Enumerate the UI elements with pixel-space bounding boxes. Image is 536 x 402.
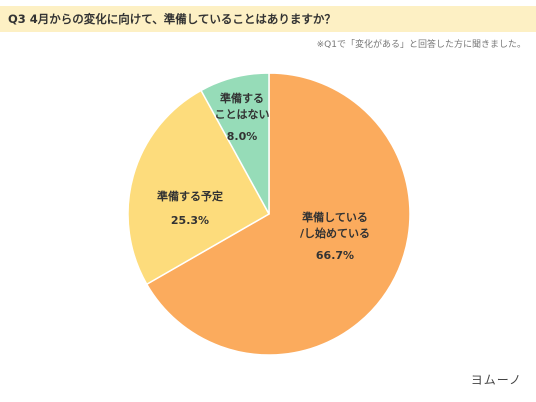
pie-slice-1 [127, 89, 271, 286]
pie-slice-2 [200, 72, 270, 215]
slice-label-1-0: 準備する予定 [157, 189, 223, 203]
brand-logo: ヨムーノ [470, 373, 522, 387]
slice-value-2: 8.0% [227, 130, 258, 143]
chart-note: ※Q1で「変化がある」と回答した方に聞きました。 [316, 40, 526, 50]
slice-value-0: 66.7% [316, 249, 354, 262]
slice-value-1: 25.3% [171, 214, 209, 227]
slice-label-0-0: 準備している [302, 210, 368, 224]
slice-label-2-0: 準備する [220, 91, 264, 105]
pie-slice-0 [145, 72, 411, 356]
title-bar: Q3 4月からの変化に向けて、準備していることはありますか？ [0, 6, 536, 32]
chart-title: Q3 4月からの変化に向けて、準備していることはありますか？ [8, 12, 336, 26]
slice-label-2-1: ことはない [215, 108, 270, 121]
slice-label-0-1: /し始めている [300, 226, 370, 240]
